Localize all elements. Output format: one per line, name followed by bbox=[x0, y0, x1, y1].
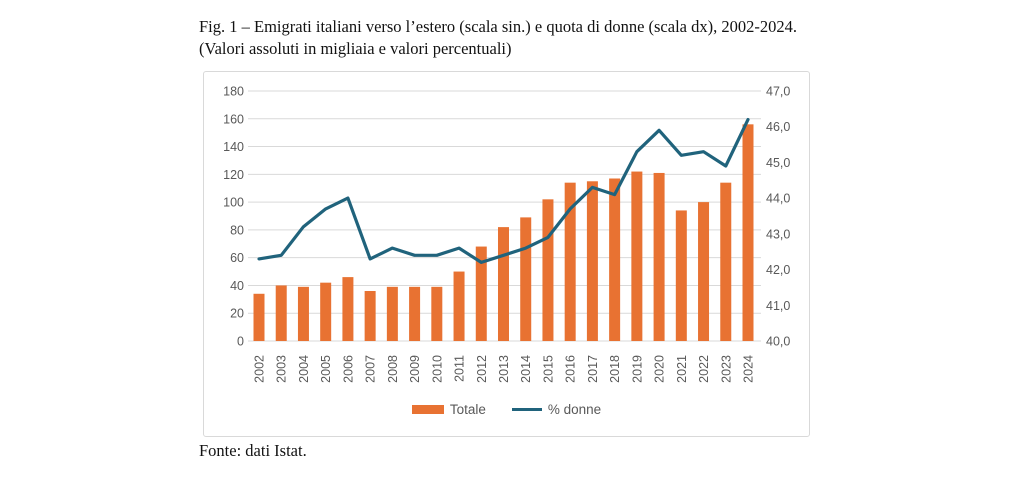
x-tick-label-2013: 2013 bbox=[497, 355, 511, 383]
y-right-tick-label: 40,0 bbox=[766, 335, 790, 349]
bar-2018 bbox=[609, 178, 621, 341]
x-tick-label-2005: 2005 bbox=[319, 355, 333, 383]
x-tick-label-2018: 2018 bbox=[608, 355, 622, 383]
y-right-tick-label: 43,0 bbox=[766, 227, 790, 241]
y-right-tick-label: 42,0 bbox=[766, 263, 790, 277]
x-tick-label-2004: 2004 bbox=[297, 355, 311, 383]
figure-caption-line2: (Valori assoluti in migliaia e valori pe… bbox=[199, 39, 512, 58]
bar-2016 bbox=[564, 182, 576, 341]
x-tick-label-2019: 2019 bbox=[630, 355, 644, 383]
y-right-tick-label: 44,0 bbox=[766, 192, 790, 206]
bar-2013 bbox=[497, 227, 509, 341]
bar-2014 bbox=[520, 217, 532, 341]
bar-2010 bbox=[431, 286, 443, 341]
bar-2011 bbox=[453, 271, 465, 341]
y-right-tick-label: 47,0 bbox=[766, 85, 790, 99]
source-note: Fonte: dati Istat. bbox=[199, 441, 307, 460]
bar-2023 bbox=[720, 182, 732, 341]
y-left-tick-label: 0 bbox=[237, 335, 244, 349]
x-tick-label-2020: 2020 bbox=[653, 355, 667, 383]
y-right-tick-label: 45,0 bbox=[766, 156, 790, 170]
y-left-tick-label: 40 bbox=[230, 279, 244, 293]
x-tick-label-2011: 2011 bbox=[453, 355, 467, 382]
x-tick-label-2002: 2002 bbox=[253, 355, 267, 383]
totale-bar-swatch-icon bbox=[411, 405, 444, 414]
x-tick-label-2017: 2017 bbox=[586, 355, 600, 383]
y-right-tick-label: 46,0 bbox=[766, 120, 790, 134]
bar-2003 bbox=[275, 285, 287, 341]
y-left-tick-label: 80 bbox=[230, 223, 244, 237]
legend-label-donne: % donne bbox=[547, 402, 602, 417]
legend-label-totale: Totale bbox=[449, 402, 486, 417]
chart-canvas: 180 160 140 120 100 80 60 40 20 0 47,0 46,0 45,0 44,0… bbox=[223, 85, 790, 383]
bar-2017 bbox=[586, 181, 598, 341]
x-tick-label-2008: 2008 bbox=[386, 355, 400, 383]
y-left-tick-label: 160 bbox=[223, 112, 244, 126]
y-left-tick-label: 60 bbox=[230, 251, 244, 265]
x-tick-label-2014: 2014 bbox=[519, 355, 533, 383]
bar-2020 bbox=[653, 172, 665, 341]
figure-caption: Fig. 1 – Emigrati italiani verso l’ester… bbox=[199, 16, 859, 60]
x-tick-label-2022: 2022 bbox=[697, 355, 711, 383]
bar-2005 bbox=[320, 282, 332, 341]
y-left-tick-label: 120 bbox=[223, 168, 244, 182]
x-tick-label-2021: 2021 bbox=[675, 355, 689, 383]
x-tick-label-2006: 2006 bbox=[341, 355, 355, 383]
bar-2022 bbox=[698, 202, 710, 341]
percent-donne-line bbox=[257, 117, 750, 264]
x-tick-label-2015: 2015 bbox=[541, 355, 555, 383]
x-tick-label-2003: 2003 bbox=[275, 355, 289, 383]
legend-item-totale: Totale bbox=[411, 402, 486, 417]
chart-legend: Totale % donne bbox=[204, 402, 809, 417]
x-tick-label-2010: 2010 bbox=[430, 355, 444, 383]
bar-2004 bbox=[297, 286, 309, 341]
y-left-tick-label: 20 bbox=[230, 307, 244, 321]
bar-2006 bbox=[342, 277, 354, 341]
chart-area: 180 160 140 120 100 80 60 40 20 0 47,0 46,0 45,0 44,0… bbox=[203, 71, 810, 437]
x-tick-label-2012: 2012 bbox=[475, 355, 489, 383]
bar-2002 bbox=[253, 293, 265, 341]
y-left-tick-label: 140 bbox=[223, 140, 244, 154]
donne-line-swatch-icon bbox=[511, 407, 542, 412]
bar-2015 bbox=[542, 199, 554, 341]
bar-2007 bbox=[364, 291, 376, 341]
y-left-tick-label: 100 bbox=[223, 196, 244, 210]
bar-2021 bbox=[675, 210, 687, 341]
x-tick-label-2007: 2007 bbox=[364, 355, 378, 383]
y-left-tick-label: 180 bbox=[223, 85, 244, 99]
figure-caption-line1: Fig. 1 – Emigrati italiani verso l’ester… bbox=[199, 17, 797, 36]
x-tick-label-2016: 2016 bbox=[564, 355, 578, 383]
bar-2012 bbox=[475, 246, 487, 341]
y-right-tick-label: 41,0 bbox=[766, 299, 790, 313]
legend-item-donne: % donne bbox=[511, 402, 602, 417]
bar-2019 bbox=[631, 171, 643, 341]
bar-2009 bbox=[409, 286, 421, 341]
x-tick-label-2009: 2009 bbox=[408, 355, 422, 383]
x-tick-label-2024: 2024 bbox=[741, 355, 755, 383]
x-tick-label-2023: 2023 bbox=[719, 355, 733, 383]
bar-2024 bbox=[742, 124, 754, 341]
bar-2008 bbox=[386, 286, 398, 341]
